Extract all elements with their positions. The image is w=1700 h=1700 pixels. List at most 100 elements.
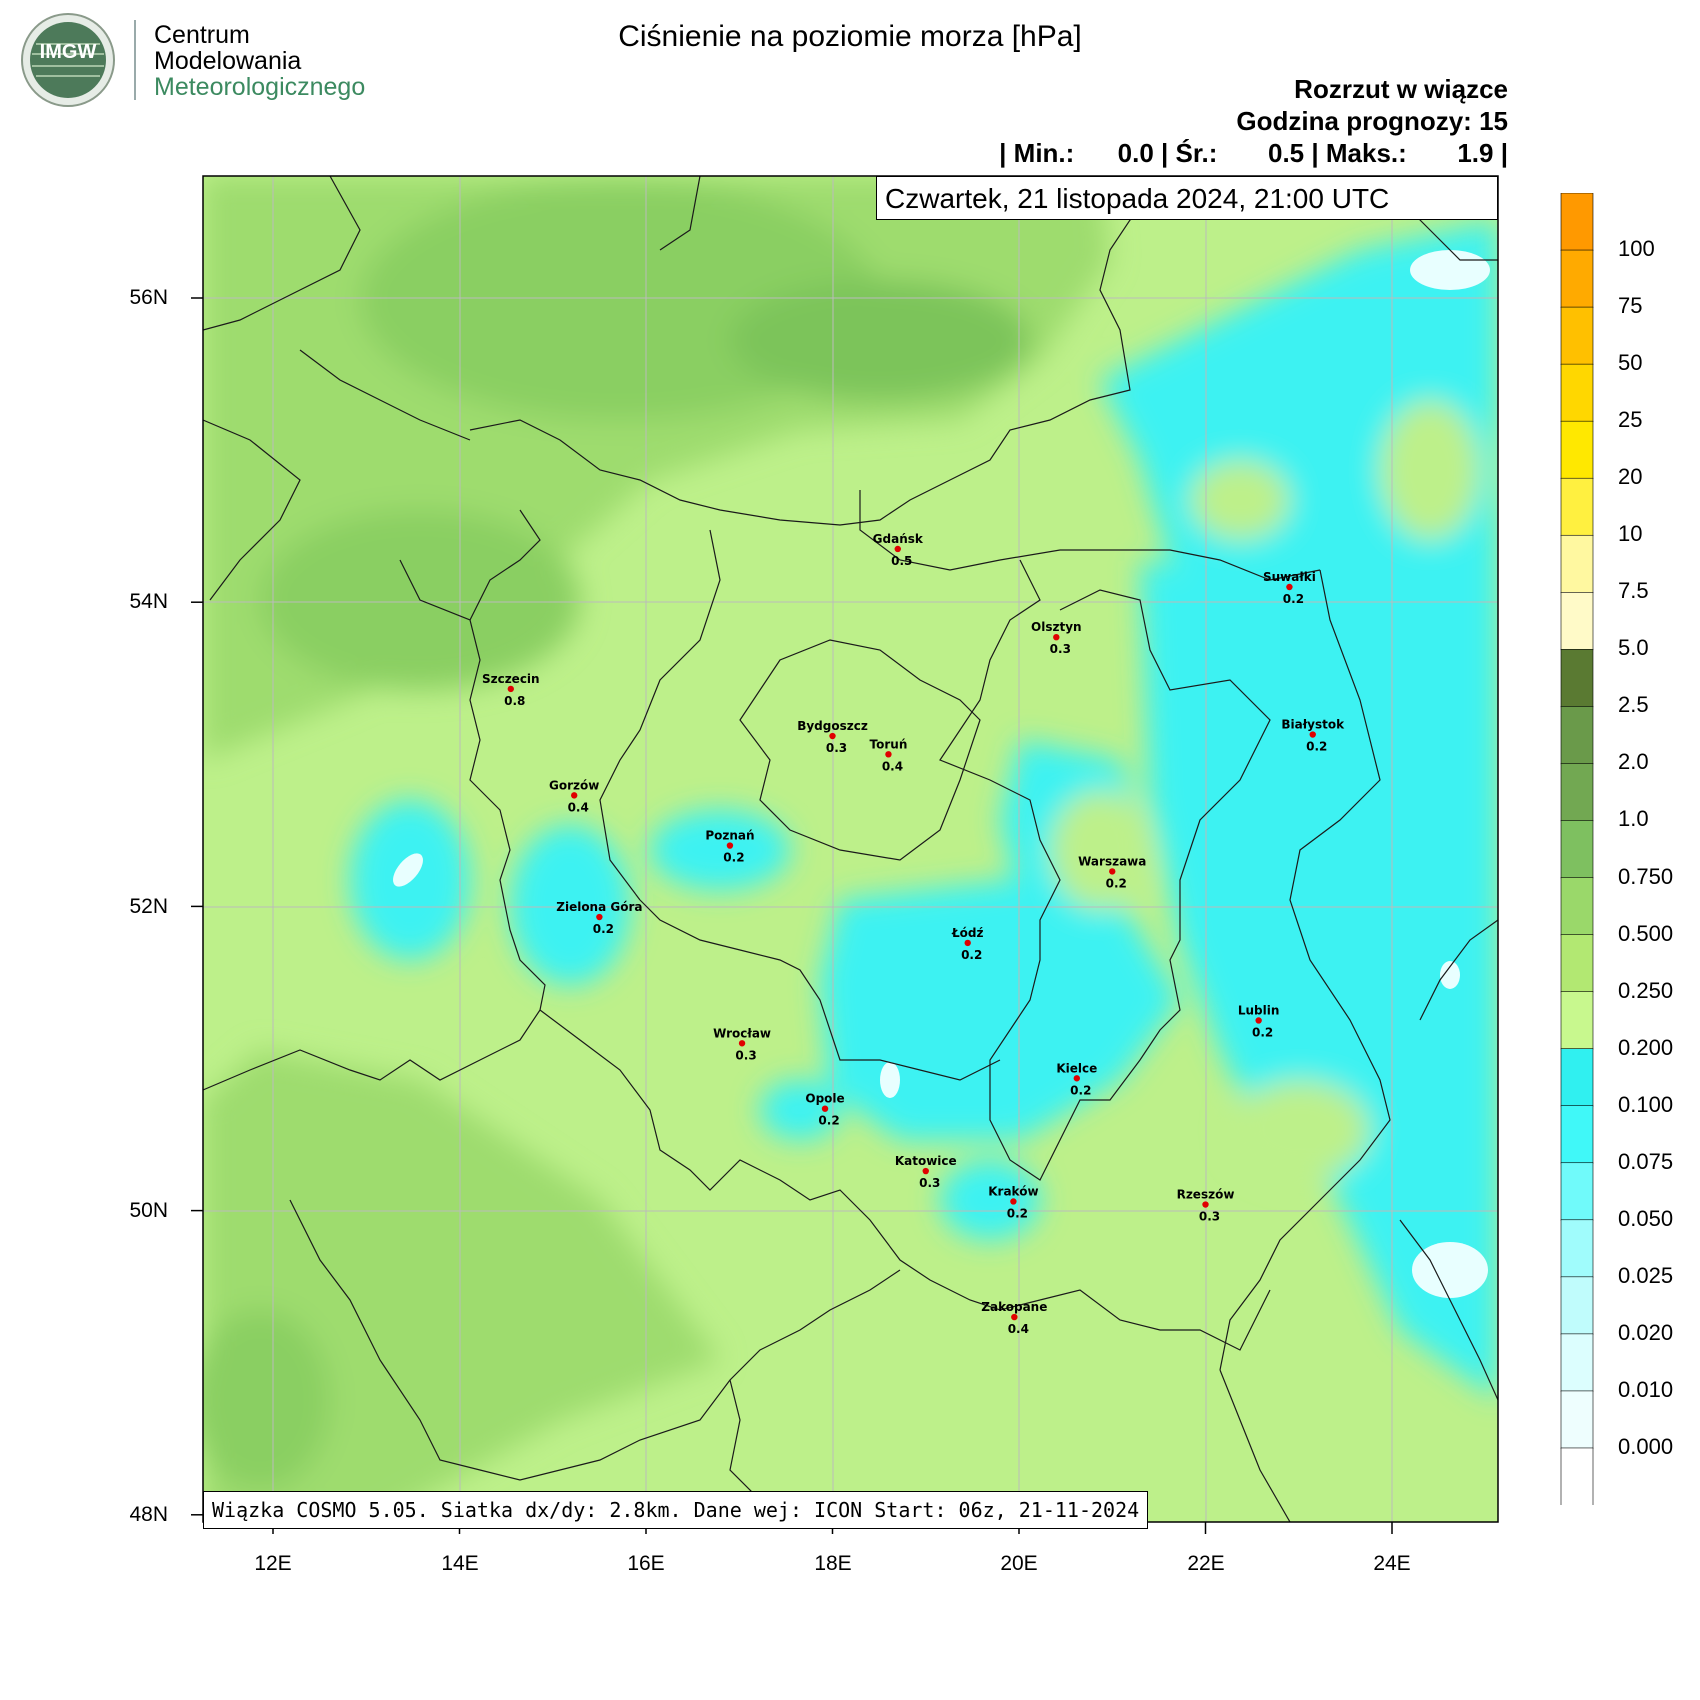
legend-swatch [1560, 1390, 1594, 1449]
city-marker: Toruń 0.4 [870, 737, 908, 773]
city-name: Lublin [1238, 1003, 1280, 1017]
city-value: 0.3 [919, 1176, 940, 1190]
city-name: Szczecin [482, 672, 540, 686]
city-name: Rzeszów [1177, 1188, 1235, 1202]
city-value: 0.5 [891, 554, 912, 568]
legend-label: 0.050 [1618, 1205, 1674, 1231]
spread-field [203, 176, 1498, 1522]
city-value: 0.4 [568, 800, 589, 814]
borders [203, 176, 1498, 1522]
city-marker: Warszawa 0.2 [1078, 854, 1146, 890]
lat-label-56n: 56N [129, 286, 168, 309]
city-dot [829, 732, 836, 740]
legend-swatch [1560, 763, 1594, 822]
legend-swatch [1560, 306, 1594, 365]
city-dot [964, 939, 971, 947]
legend-swatch [1560, 477, 1594, 537]
svg-text:IMGW: IMGW [40, 41, 97, 63]
legend-label: 0.075 [1618, 1148, 1674, 1174]
legend-label: 0.025 [1618, 1262, 1674, 1288]
city-name: Wrocław [713, 1026, 771, 1040]
legend-swatch [1560, 934, 1594, 993]
city-dot [1010, 1198, 1017, 1205]
city-value: 0.2 [1106, 876, 1127, 890]
city-dot [596, 913, 603, 921]
city-value: 0.2 [1306, 740, 1327, 754]
city-dot [507, 685, 514, 693]
legend-swatch [1560, 1048, 1594, 1107]
legend-swatch [1560, 592, 1594, 651]
legend-label: 0.000 [1618, 1433, 1674, 1459]
city-name: Opole [805, 1092, 844, 1106]
imgw-badge-icon: IMGW [21, 13, 115, 107]
legend-label: 50 [1618, 350, 1643, 376]
city-name: Białystok [1281, 718, 1345, 732]
lon-label-24e: 24E [1373, 1552, 1411, 1575]
city-dot [1255, 1017, 1262, 1024]
city-value: 0.2 [818, 1114, 839, 1128]
city-name: Gorzów [549, 778, 599, 792]
city-marker: Gorzów 0.4 [549, 778, 599, 814]
lat-label-54n: 54N [129, 590, 168, 613]
city-marker: Katowice 0.3 [895, 1154, 957, 1190]
legend-label: 0.750 [1618, 863, 1674, 889]
city-value: 0.2 [593, 922, 614, 936]
city-name: Poznań [705, 829, 754, 843]
city-value: 0.2 [961, 948, 982, 962]
legend-label: 7.5 [1618, 578, 1649, 604]
city-value: 0.2 [1007, 1206, 1028, 1220]
ensemble-spread-label: Rozrzut w wiązce [1294, 74, 1508, 104]
city-dot [1202, 1201, 1209, 1208]
city-marker: Łódź 0.2 [951, 926, 984, 962]
legend-swatch [1560, 1276, 1594, 1335]
legend-label: 20 [1618, 464, 1643, 490]
legend-swatch [1560, 1105, 1594, 1164]
city-dot [1286, 583, 1293, 591]
lon-label-14e: 14E [441, 1552, 479, 1575]
legend-swatch [1560, 991, 1594, 1050]
city-dot [1011, 1313, 1018, 1321]
legend-swatch [1560, 420, 1594, 480]
city-dot [570, 792, 578, 799]
legend-label: 2.5 [1618, 692, 1649, 718]
city-markers: Gdańsk 0.5 Suwałki 0.2 Olsztyn 0.3 Szczecin 0.8… [482, 532, 1345, 1336]
legend-label: 75 [1618, 293, 1643, 319]
city-marker: Bydgoszcz 0.3 [797, 719, 868, 755]
legend-label: 1.0 [1618, 806, 1649, 832]
legend-label: 0.010 [1618, 1376, 1674, 1402]
lon-label-16e: 16E [627, 1552, 665, 1575]
city-value: 0.3 [735, 1048, 756, 1062]
city-marker: Opole 0.2 [805, 1092, 844, 1128]
legend-label: 2.0 [1618, 749, 1649, 775]
city-marker: Olsztyn 0.3 [1031, 620, 1082, 656]
city-name: Łódź [951, 926, 984, 940]
city-dot [738, 1040, 746, 1047]
city-value: 0.4 [1008, 1322, 1029, 1336]
city-marker: Kraków 0.2 [988, 1184, 1038, 1220]
logo-line3: Meteorologicznego [154, 73, 366, 101]
city-name: Toruń [870, 737, 908, 751]
legend-swatch [1560, 706, 1594, 765]
city-dot [922, 1167, 929, 1175]
lon-label-22e: 22E [1187, 1552, 1225, 1575]
city-value: 0.3 [826, 741, 847, 755]
legend-label: 10 [1618, 521, 1643, 547]
city-dot [894, 545, 901, 553]
legend-swatch [1560, 534, 1594, 594]
city-marker: Szczecin 0.8 [482, 672, 540, 708]
logo-line2: Modelowania [154, 47, 302, 75]
city-marker: Lublin 0.2 [1238, 1003, 1280, 1039]
lat-label-52n: 52N [129, 895, 168, 918]
model-info-footer: Wiązka COSMO 5.05. Siatka dx/dy: 2.8km. … [203, 1491, 1149, 1529]
city-marker: Wrocław 0.3 [713, 1026, 771, 1062]
city-dot [1109, 868, 1116, 875]
lon-label-12e: 12E [254, 1552, 292, 1575]
legend-label: 0.250 [1618, 977, 1674, 1003]
city-dot [885, 751, 892, 758]
city-dot [821, 1105, 829, 1112]
city-value: 0.2 [1283, 592, 1304, 606]
city-name: Kraków [988, 1184, 1038, 1198]
lon-label-20e: 20E [1000, 1552, 1038, 1575]
legend-label: 25 [1618, 407, 1643, 433]
